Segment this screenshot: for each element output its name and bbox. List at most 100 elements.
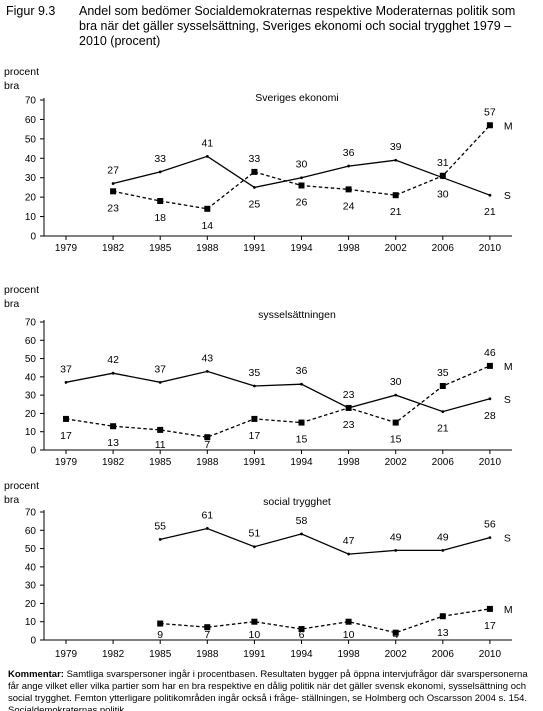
data-point-M [486, 122, 493, 129]
x-tick-label: 1998 [337, 457, 360, 468]
data-label-M: 11 [155, 439, 166, 451]
data-point-M [204, 434, 211, 441]
data-label-S: 49 [390, 531, 402, 543]
data-label-M: 7 [204, 439, 210, 451]
data-label-S: 30 [296, 159, 308, 171]
data-label-S: 21 [437, 423, 449, 435]
data-point-S [205, 527, 209, 530]
data-label-S: 37 [154, 363, 166, 375]
y-axis-label: bra [4, 494, 19, 506]
series-end-label-S: S [504, 190, 511, 202]
data-label-M: 31 [437, 157, 449, 169]
data-point-M [439, 383, 446, 389]
series-line-M [160, 608, 490, 634]
series-end-label-S: S [504, 394, 511, 406]
x-tick-label: 1979 [55, 457, 78, 468]
data-point-S [111, 182, 115, 185]
series-end-label-M: M [504, 361, 513, 373]
y-tick-label: 70 [25, 96, 37, 107]
data-point-M [251, 618, 258, 625]
y-tick-label: 20 [25, 193, 37, 204]
y-tick-label: 40 [25, 154, 37, 165]
series-end-label-S: S [504, 533, 511, 545]
data-label-S: 37 [60, 363, 72, 375]
x-tick-label: 2010 [479, 649, 502, 660]
y-tick-label: 60 [25, 526, 37, 537]
data-point-S [488, 536, 492, 539]
data-point-S [394, 549, 398, 552]
data-point-S [111, 371, 115, 375]
y-tick-label: 60 [25, 336, 37, 347]
data-point-M [157, 426, 164, 433]
y-axis-label: procent [4, 284, 39, 296]
y-tick-label: 60 [25, 115, 37, 126]
series-line-M [65, 365, 491, 438]
data-label-M: 17 [249, 430, 261, 442]
data-label-S: 58 [296, 515, 308, 527]
data-point-M [486, 605, 493, 612]
x-tick-label: 1982 [102, 457, 125, 468]
data-label-M: 33 [249, 153, 261, 165]
data-label-M: 26 [296, 196, 308, 208]
data-label-M: 6 [299, 629, 305, 641]
data-label-M: 21 [390, 206, 402, 218]
data-label-M: 24 [343, 200, 355, 212]
series-end-label-M: M [504, 604, 513, 616]
series-line-S [65, 370, 491, 413]
data-point-S [205, 154, 209, 158]
x-tick-label: 2002 [385, 649, 408, 660]
data-point-S [347, 164, 350, 168]
data-label-M: 17 [60, 430, 72, 442]
y-tick-label: 10 [25, 427, 37, 438]
chart-panel-3: procent bra social trygghet 0 10 20 30 40 50 60 70… [4, 480, 513, 660]
chart-panel-2: procent bra sysselsättningen 0 10 20 30 40 50 60 7… [4, 284, 513, 468]
x-tick-label: 1985 [149, 649, 172, 660]
data-label-M: 57 [484, 106, 496, 118]
data-label-M: 35 [437, 367, 449, 379]
data-point-S [205, 369, 209, 373]
y-tick-label: 70 [25, 318, 37, 329]
x-tick-label: 2006 [432, 243, 455, 254]
data-point-M [251, 415, 258, 422]
x-tick-label: 2002 [385, 457, 408, 468]
data-point-M [63, 415, 69, 422]
x-tick-label: 1988 [196, 457, 219, 468]
x-tick-label: 2002 [385, 243, 408, 254]
data-label-S: 28 [484, 410, 496, 422]
comment-label: Kommentar: [8, 669, 64, 680]
data-label-S: 25 [249, 198, 261, 210]
data-point-M [110, 423, 117, 430]
data-point-S [300, 176, 303, 180]
x-tick-label: 2010 [479, 457, 502, 468]
data-label-S: 61 [201, 509, 213, 521]
y-tick-label: 0 [30, 636, 36, 647]
data-point-M [157, 620, 164, 627]
chart-panel-1: procent bra Sveriges ekonomi 0 10 20 30 40 50 60 7… [4, 66, 513, 254]
panel-title: sysselsättningen [258, 309, 336, 321]
y-tick-label: 50 [25, 544, 37, 555]
data-label-S: 23 [343, 389, 355, 401]
series-line-S [160, 527, 491, 555]
data-point-M [110, 188, 117, 195]
data-point-S [158, 538, 162, 541]
data-label-S: 56 [484, 519, 496, 531]
data-point-M [486, 362, 493, 369]
data-point-S [64, 380, 68, 384]
data-label-S: 36 [343, 147, 355, 159]
data-point-M [204, 624, 211, 631]
data-label-S: 42 [107, 354, 119, 366]
data-label-M: 7 [204, 629, 210, 641]
data-label-S: 36 [296, 365, 308, 377]
data-point-S [488, 193, 492, 197]
series-end-label-M: M [504, 120, 513, 132]
data-label-M: 17 [484, 620, 496, 632]
data-point-M [157, 198, 164, 205]
data-label-S: 43 [201, 352, 213, 364]
y-tick-label: 30 [25, 173, 37, 184]
x-tick-label: 1991 [243, 649, 266, 660]
x-tick-label: 1979 [55, 243, 78, 254]
data-point-S [253, 545, 256, 549]
data-label-S: 21 [484, 206, 496, 218]
data-label-S: 41 [201, 137, 213, 149]
figure-label: Figur 9.3 [6, 4, 56, 18]
